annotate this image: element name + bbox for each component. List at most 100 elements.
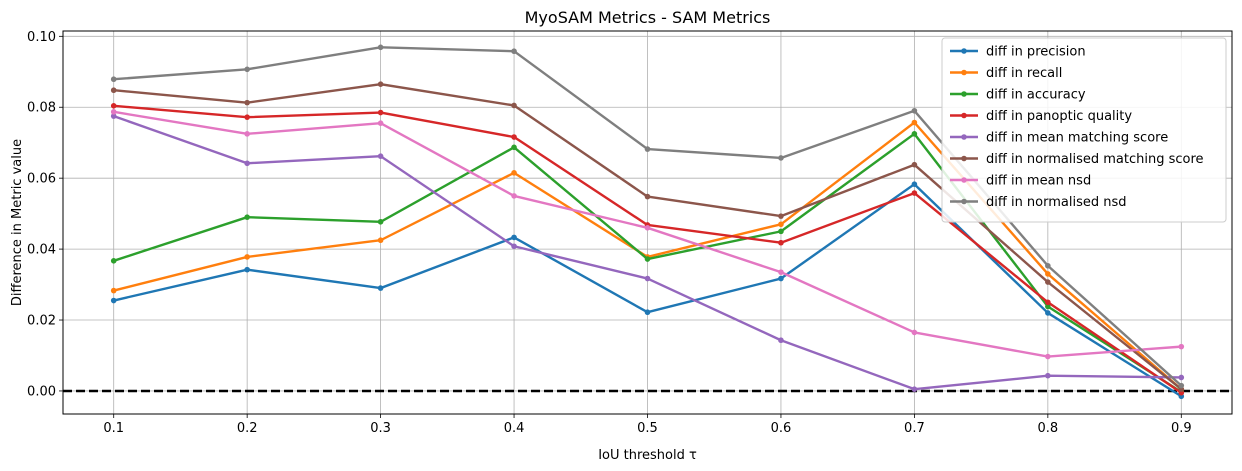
- data-point: [511, 193, 517, 199]
- data-point: [911, 329, 918, 336]
- data-point: [377, 218, 384, 225]
- x-tick-label: 0.2: [237, 421, 258, 436]
- series-6: [110, 109, 1185, 360]
- x-axis-ticks: 0.1 0.2 0.3 0.4 0.5 0.6 0.7 0.8 0.9: [103, 414, 1192, 436]
- data-point: [511, 48, 517, 55]
- data-point: [911, 190, 918, 196]
- data-point: [911, 131, 918, 137]
- data-point: [911, 119, 918, 126]
- data-point: [644, 256, 651, 262]
- chart-title: MyoSAM Metrics - SAM Metrics: [525, 8, 771, 27]
- data-point: [511, 102, 517, 109]
- legend-marker: [961, 112, 967, 119]
- series-5: [110, 81, 1185, 392]
- data-point: [778, 213, 784, 219]
- series-3: [110, 103, 1185, 396]
- data-point: [911, 181, 918, 187]
- legend-item: diff in precision: [950, 45, 1086, 60]
- legend-item: diff in normalised matching score: [950, 152, 1204, 167]
- data-point: [778, 239, 784, 246]
- legend-item: diff in accuracy: [950, 88, 1086, 103]
- data-point: [110, 76, 117, 83]
- data-point: [1178, 374, 1185, 381]
- data-point: [1178, 382, 1185, 389]
- legend-item: diff in mean matching score: [950, 131, 1168, 146]
- data-point: [778, 221, 784, 228]
- legend-label: diff in accuracy: [986, 88, 1086, 103]
- y-tick-label: 0.02: [27, 314, 56, 329]
- data-point: [1045, 262, 1051, 269]
- data-point: [1045, 271, 1051, 277]
- x-tick-label: 0.1: [103, 421, 124, 436]
- data-point: [244, 99, 250, 106]
- legend-label: diff in panoptic quality: [986, 109, 1132, 124]
- legend-item: diff in recall: [950, 66, 1062, 81]
- data-point: [110, 287, 117, 294]
- data-point: [110, 103, 117, 109]
- data-point: [244, 254, 250, 260]
- data-point: [1045, 279, 1051, 285]
- x-tick-label: 0.8: [1037, 421, 1058, 436]
- x-tick-label: 0.6: [771, 421, 792, 436]
- legend-marker: [961, 69, 967, 76]
- data-point: [644, 225, 651, 231]
- data-point: [377, 153, 384, 159]
- data-point: [244, 160, 250, 167]
- data-point: [1045, 303, 1051, 310]
- y-axis-ticks: 0.00 0.02 0.04 0.06 0.08 0.10: [27, 30, 63, 399]
- data-point: [511, 234, 517, 241]
- data-point: [1045, 299, 1051, 306]
- data-point: [244, 214, 250, 220]
- data-point: [1178, 343, 1185, 350]
- x-tick-label: 0.7: [904, 421, 925, 436]
- series-2: [110, 131, 1185, 395]
- data-point: [911, 107, 918, 114]
- data-point: [110, 297, 117, 304]
- data-point: [110, 109, 117, 115]
- data-point: [377, 285, 384, 291]
- legend-marker: [961, 91, 967, 97]
- data-point: [377, 120, 384, 127]
- data-point: [644, 193, 651, 200]
- y-tick-label: 0.04: [27, 243, 56, 258]
- y-tick-label: 0.10: [27, 30, 56, 45]
- data-point: [778, 269, 784, 275]
- legend-label: diff in recall: [986, 66, 1062, 81]
- x-tick-label: 0.3: [370, 421, 391, 436]
- data-point: [377, 44, 384, 51]
- data-point: [644, 146, 651, 152]
- data-point: [778, 155, 784, 161]
- x-tick-label: 0.9: [1171, 421, 1192, 436]
- y-tick-label: 0.00: [27, 384, 56, 399]
- legend-marker: [961, 134, 967, 140]
- legend-marker: [961, 48, 967, 54]
- series-group: [110, 44, 1185, 400]
- legend-label: diff in mean nsd: [986, 174, 1091, 189]
- x-tick-label: 0.4: [504, 421, 525, 436]
- data-point: [778, 228, 784, 235]
- data-point: [511, 170, 517, 176]
- x-tick-label: 0.5: [637, 421, 658, 436]
- legend-label: diff in mean matching score: [986, 131, 1168, 146]
- y-tick-label: 0.08: [27, 101, 56, 116]
- legend-label: diff in precision: [986, 45, 1086, 60]
- series-0: [110, 181, 1185, 400]
- legend-item: diff in mean nsd: [950, 174, 1091, 189]
- data-point: [377, 109, 384, 116]
- legend-label: diff in normalised nsd: [986, 195, 1127, 210]
- data-point: [511, 243, 517, 250]
- data-point: [511, 144, 517, 151]
- data-point: [911, 161, 918, 168]
- y-axis-label: Difference in Metric value: [10, 139, 25, 306]
- data-point: [244, 66, 250, 73]
- legend-item: diff in panoptic quality: [950, 109, 1132, 124]
- data-point: [1045, 310, 1051, 316]
- data-point: [110, 113, 117, 119]
- data-point: [1045, 353, 1051, 360]
- legend-box: [941, 37, 1227, 223]
- legend: diff in precision diff in recall diff in a…: [941, 37, 1227, 223]
- legend-marker: [961, 177, 967, 183]
- legend-label: diff in normalised matching score: [986, 152, 1204, 167]
- legend-marker: [961, 155, 967, 162]
